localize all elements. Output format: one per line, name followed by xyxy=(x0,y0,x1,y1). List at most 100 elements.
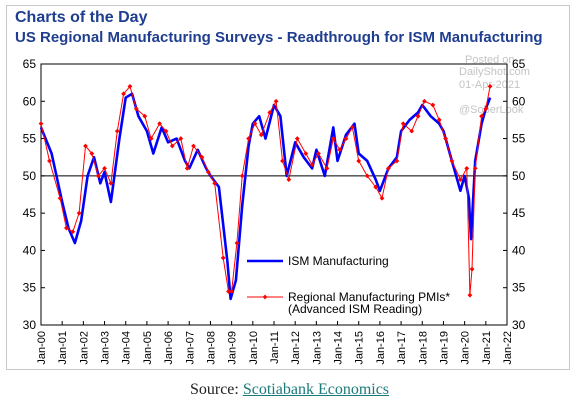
series-regional-pmi-point xyxy=(47,158,52,164)
x-tick-label: Jan-20 xyxy=(460,331,472,365)
series-regional-pmi-point xyxy=(239,173,245,179)
y-tick-label-right: 60 xyxy=(512,94,526,108)
series-regional-pmi-point xyxy=(95,173,101,179)
series-regional-pmi-point xyxy=(394,158,400,164)
legend-label-regional-note: (Advanced ISM Reading) xyxy=(288,302,422,316)
line-chart: 30 30 35 35 40 40 45 45 50 50 55 55 60 60 65 65 Jan-00 Ja… xyxy=(23,57,526,365)
series-regional-pmi-point xyxy=(121,91,127,97)
y-tick-label-left: 35 xyxy=(23,281,37,295)
series-regional-pmi-point xyxy=(436,117,442,123)
chart-subtitle: US Regional Manufacturing Surveys - Read… xyxy=(15,29,543,46)
y-tick-label-right: 35 xyxy=(512,281,526,295)
x-tick-label: Jan-12 xyxy=(290,331,302,365)
x-tick-label: Jan-18 xyxy=(417,331,429,365)
series-regional-pmi-point xyxy=(108,180,114,186)
series-regional-pmi-point xyxy=(226,289,231,294)
series-regional-pmi-point xyxy=(280,158,285,164)
source-prefix: Source: xyxy=(189,381,243,398)
series-regional-pmi-point xyxy=(337,147,343,153)
series-regional-pmi-point xyxy=(102,166,107,171)
series-regional-pmi-point xyxy=(430,102,436,108)
series-regional-pmi-point xyxy=(89,151,95,156)
y-tick-label-left: 30 xyxy=(23,318,37,332)
series-regional-pmi-point xyxy=(142,113,148,119)
x-tick-label: Jan-05 xyxy=(142,331,154,365)
x-tick-label: Jan-10 xyxy=(248,331,260,365)
series-regional-pmi-point xyxy=(127,83,133,89)
y-tick-label-left: 65 xyxy=(23,57,37,71)
series-regional-pmi-point xyxy=(330,136,336,141)
series-regional-pmi-point xyxy=(246,136,251,141)
y-tick-label-right: 45 xyxy=(512,206,526,220)
series-regional-pmi-point xyxy=(70,229,76,235)
series-regional-pmi-point xyxy=(373,184,379,190)
series-regional-pmi-point xyxy=(178,136,184,141)
series-regional-pmi-point xyxy=(356,158,362,164)
series-regional-pmi-point xyxy=(148,136,154,141)
source-link[interactable]: Scotiabank Economics xyxy=(242,381,390,398)
series-regional-pmi-point xyxy=(421,98,427,104)
y-tick-label-right: 40 xyxy=(512,243,526,257)
x-tick-label: Jan-06 xyxy=(163,331,175,365)
y-tick-label-left: 50 xyxy=(23,169,37,183)
series-regional-pmi-point xyxy=(364,173,370,179)
series-regional-pmi-point xyxy=(252,121,258,127)
series-regional-pmi-point xyxy=(385,166,391,171)
series-regional-pmi-point xyxy=(163,128,169,134)
series-regional-pmi-point xyxy=(324,166,330,171)
x-tick-label: Jan-17 xyxy=(396,331,408,365)
y-tick-label-left: 40 xyxy=(23,243,37,257)
chart-card: Charts of the Day US Regional Manufactur… xyxy=(6,5,570,370)
x-tick-label: Jan-02 xyxy=(78,331,90,365)
series-regional-pmi-point xyxy=(114,128,120,134)
series-regional-pmi-point xyxy=(415,113,421,119)
series-regional-pmi-point xyxy=(469,266,475,272)
series-regional-pmi-point xyxy=(169,143,175,149)
y-tick-label-right: 30 xyxy=(512,318,526,332)
x-tick-label: Jan-13 xyxy=(311,331,323,365)
series-regional-pmi-point xyxy=(234,240,240,246)
series-regional-pmi-point xyxy=(133,106,139,112)
series-regional-pmi-point xyxy=(379,195,385,201)
x-tick-label: Jan-01 xyxy=(57,331,69,365)
series-regional-pmi-point xyxy=(309,162,315,168)
series-regional-pmi-point xyxy=(57,195,63,201)
series-ism-manufacturing-line xyxy=(39,92,492,301)
x-tick-label: Jan-11 xyxy=(269,331,281,364)
y-tick-label-left: 45 xyxy=(23,206,37,220)
series-regional-pmi-point xyxy=(467,292,473,298)
series-regional-pmi-point xyxy=(316,151,321,156)
y-tick-label-right: 50 xyxy=(512,169,526,183)
y-tick-label-left: 60 xyxy=(23,94,37,108)
series-regional-pmi-point xyxy=(64,225,69,231)
series-regional-pmi-point xyxy=(286,177,292,182)
series-regional-pmi-point xyxy=(191,143,196,149)
series-regional-pmi-point xyxy=(212,180,218,186)
watermark-site: DailyShot.com xyxy=(459,66,530,78)
series-regional-pmi-point xyxy=(273,98,279,104)
series-regional-pmi-point xyxy=(483,106,489,112)
x-tick-label: Jan-22 xyxy=(502,331,514,365)
series-regional-pmi-point xyxy=(199,154,205,160)
series-regional-pmi-point xyxy=(267,110,273,115)
series-regional-pmi-point xyxy=(229,289,235,294)
series-regional-pmi-point xyxy=(349,124,355,130)
x-tick-label: Jan-04 xyxy=(121,331,133,365)
y-tick-label-right: 65 xyxy=(512,57,526,71)
watermark-posted-on: Posted on xyxy=(465,54,515,66)
series-regional-pmi-point xyxy=(303,151,309,156)
legend-label-ism: ISM Manufacturing xyxy=(288,254,389,268)
series-regional-pmi-point xyxy=(83,143,88,149)
chart-title: Charts of the Day xyxy=(15,9,148,26)
series-regional-pmi-point xyxy=(409,128,415,134)
x-tick-label: Jan-03 xyxy=(100,331,112,365)
legend-label-regional: Regional Manufacturing PMIs* xyxy=(288,290,450,304)
source-caption: Source: Scotiabank Economics xyxy=(0,381,579,399)
series-regional-pmi-point xyxy=(479,113,484,119)
series-regional-pmi-point xyxy=(443,136,448,141)
series-regional-pmi-point xyxy=(258,132,264,138)
series-regional-pmi-point xyxy=(184,166,190,171)
series-regional-pmi-point xyxy=(38,121,44,127)
series-regional-pmi-point xyxy=(205,169,211,175)
series-regional-pmi-point xyxy=(343,136,349,141)
